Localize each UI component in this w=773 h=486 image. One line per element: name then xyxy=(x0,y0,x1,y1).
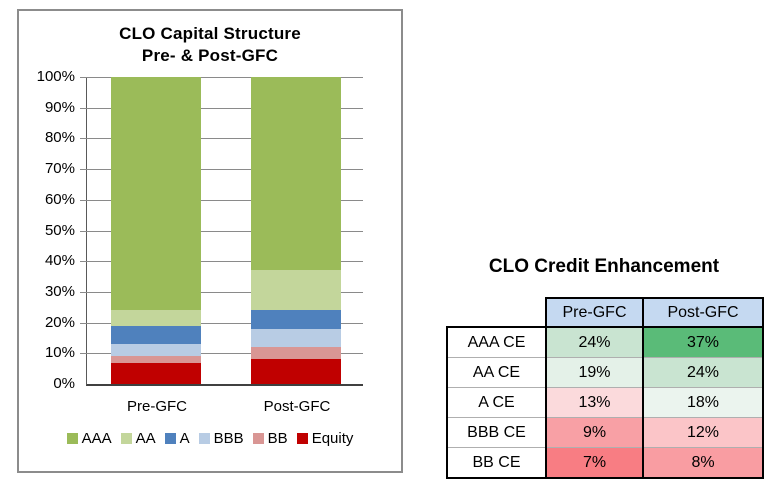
y-tick-label: 90% xyxy=(44,98,75,116)
plot-area xyxy=(80,77,363,386)
legend-item: BBB xyxy=(198,430,244,447)
y-tick-label: 20% xyxy=(44,313,75,331)
legend-label: BBB xyxy=(213,430,244,447)
table-corner-cell xyxy=(447,298,546,327)
credit-enhancement-table: Pre-GFC Post-GFC AAA CE 24% 37% AA CE 19% 24%… xyxy=(446,297,764,479)
gridline xyxy=(80,231,363,232)
x-axis-label: Pre-GFC xyxy=(127,398,187,415)
table-row: A CE 13% 18% xyxy=(446,387,764,418)
legend-label: A xyxy=(179,430,190,447)
legend-label: AA xyxy=(135,430,156,447)
gridline xyxy=(80,169,363,170)
segment-aa xyxy=(111,310,201,326)
segment-aa xyxy=(251,270,341,311)
row-label-cell: AAA CE xyxy=(446,326,547,358)
y-tick-label: 70% xyxy=(44,160,75,178)
y-tick-label: 30% xyxy=(44,282,75,300)
y-tick-label: 0% xyxy=(53,375,75,392)
row-label-cell: AA CE xyxy=(446,357,547,388)
column-header-pre-gfc: Pre-GFC xyxy=(545,297,644,328)
bar-pre-gfc xyxy=(111,77,201,384)
chart-title-line1: CLO Capital Structure xyxy=(119,24,301,43)
legend-item: AAA xyxy=(66,430,112,447)
gridline xyxy=(80,108,363,109)
segment-aaa xyxy=(111,77,201,311)
segment-aaa xyxy=(251,77,341,271)
ce-table-body: AAA CE 24% 37% AA CE 19% 24% A CE 13% 18% BBB CE 9… xyxy=(446,326,764,479)
y-tick-label: 80% xyxy=(44,129,75,147)
column-header-post-gfc: Post-GFC xyxy=(642,297,764,328)
value-cell: 13% xyxy=(545,387,644,418)
legend-swatch xyxy=(198,433,210,444)
legend-swatch xyxy=(164,433,176,444)
y-tick-label: 60% xyxy=(44,190,75,208)
gridline xyxy=(80,138,363,139)
y-tick-label: 100% xyxy=(36,68,75,85)
value-cell: 19% xyxy=(545,357,644,388)
chart-title: CLO Capital Structure Pre- & Post-GFC xyxy=(19,23,401,67)
segment-bbb xyxy=(111,344,201,357)
y-tick-label: 50% xyxy=(44,221,75,239)
y-tick-label: 10% xyxy=(44,344,75,362)
legend-item: Equity xyxy=(296,430,354,447)
table-row: BB CE 7% 8% xyxy=(446,447,764,479)
gridline xyxy=(80,323,363,324)
legend-label: AAA xyxy=(81,430,112,447)
value-cell: 12% xyxy=(642,417,764,448)
row-label-cell: A CE xyxy=(446,387,547,418)
gridline xyxy=(80,200,363,201)
legend-swatch xyxy=(120,433,132,444)
segment-equity xyxy=(251,359,341,384)
value-cell: 9% xyxy=(545,417,644,448)
table-header-row: Pre-GFC Post-GFC xyxy=(447,297,764,328)
table-row: AA CE 19% 24% xyxy=(446,357,764,388)
x-axis-label: Post-GFC xyxy=(263,398,331,415)
y-tick-label: 40% xyxy=(44,252,75,270)
chart-title-line2: Pre- & Post-GFC xyxy=(141,46,279,65)
table-row: BBB CE 9% 12% xyxy=(446,417,764,448)
legend-label: BB xyxy=(267,430,288,447)
segment-bbb xyxy=(251,328,341,348)
gridline xyxy=(80,77,363,78)
segment-a xyxy=(111,325,201,345)
value-cell: 24% xyxy=(642,357,764,388)
legend-item: BB xyxy=(252,430,288,447)
legend-swatch xyxy=(296,433,308,444)
chart-legend: AAA AA A BBB BB Equity xyxy=(19,430,401,447)
legend-item: AA xyxy=(120,430,156,447)
segment-a xyxy=(251,310,341,329)
value-cell: 8% xyxy=(642,447,764,479)
segment-equity xyxy=(111,362,201,384)
table-row: AAA CE 24% 37% xyxy=(446,326,764,358)
segment-bb xyxy=(251,347,341,360)
value-cell: 37% xyxy=(642,326,764,358)
gridline xyxy=(80,261,363,262)
table-title: CLO Credit Enhancement xyxy=(488,256,720,277)
row-label-cell: BB CE xyxy=(446,447,547,479)
legend-item: A xyxy=(164,430,190,447)
legend-label: Equity xyxy=(311,430,354,447)
value-cell: 18% xyxy=(642,387,764,418)
gridline xyxy=(80,292,363,293)
value-cell: 7% xyxy=(545,447,644,479)
legend-swatch xyxy=(252,433,264,444)
segment-bb xyxy=(111,356,201,363)
value-cell: 24% xyxy=(545,326,644,358)
chart-panel: CLO Capital Structure Pre- & Post-GFC AA… xyxy=(17,9,403,473)
bar-post-gfc xyxy=(251,77,341,384)
row-label-cell: BBB CE xyxy=(446,417,547,448)
gridline xyxy=(80,353,363,354)
legend-swatch xyxy=(66,433,78,444)
